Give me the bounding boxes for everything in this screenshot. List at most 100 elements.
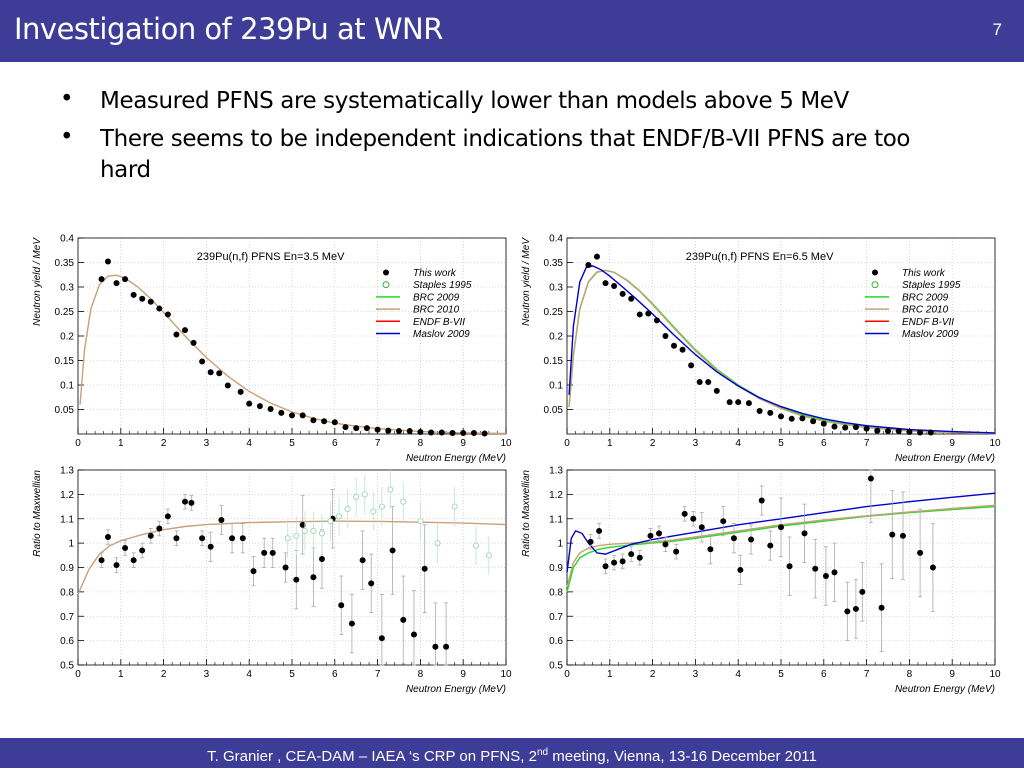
- data-point: [229, 535, 236, 542]
- legend-label: BRC 2009: [413, 292, 460, 303]
- x-tick-label: 0: [75, 438, 81, 449]
- data-point: [756, 407, 763, 414]
- data-point: [481, 430, 488, 437]
- slide-title: Investigation of 239Pu at WNR: [14, 12, 443, 46]
- data-point: [156, 305, 163, 312]
- y-tick-label: 0.05: [55, 405, 75, 416]
- series-line-brc-2010: [566, 504, 996, 588]
- x-tick-label: 1: [607, 669, 613, 680]
- x-tick-label: 9: [949, 669, 955, 680]
- x-tick-label: 4: [246, 438, 252, 449]
- y-tick-label: 0.6: [549, 636, 563, 647]
- staples-point: [344, 505, 351, 512]
- data-point: [199, 535, 206, 542]
- y-tick-label: 0.4: [549, 234, 563, 245]
- y-axis-label: Ratio to Maxwellian: [32, 470, 43, 557]
- data-point: [331, 419, 338, 426]
- data-point: [182, 498, 188, 505]
- data-point: [460, 430, 467, 437]
- data-point: [720, 518, 727, 525]
- data-point: [681, 510, 688, 517]
- data-point: [647, 532, 654, 539]
- y-tick-label: 0.2: [60, 332, 74, 343]
- bullet-dot-icon: •: [60, 86, 74, 112]
- series-line-brc-2010: [77, 520, 507, 595]
- legend-label: ENDF B-VII: [413, 317, 465, 328]
- chart-top-left: 0 1 2 3 4 5 6 7 8 9 10 0.05 0.1 0.15 0.2 0.25 0.3 0.35 0.4…: [32, 234, 512, 465]
- y-tick-label: 0.15: [544, 356, 564, 367]
- x-tick-label: 9: [949, 438, 955, 449]
- y-tick-label: 1.2: [549, 490, 563, 501]
- staples-point: [370, 508, 377, 515]
- data-point: [348, 620, 355, 627]
- bullet-2-text: There seems to be independent indication…: [100, 126, 911, 183]
- data-point: [250, 568, 257, 575]
- data-point: [929, 564, 936, 571]
- data-point: [338, 602, 345, 609]
- legend-label: Staples 1995: [902, 280, 961, 291]
- footer-superscript: nd: [536, 747, 549, 758]
- y-tick-label: 1: [68, 539, 74, 550]
- data-point: [673, 548, 680, 555]
- data-point: [852, 605, 859, 612]
- x-tick-label: 9: [460, 669, 466, 680]
- staples-point: [310, 527, 317, 534]
- data-point: [778, 413, 784, 420]
- y-tick-label: 1: [557, 539, 563, 550]
- data-point: [593, 253, 600, 260]
- data-point: [443, 643, 450, 650]
- data-point: [705, 379, 712, 386]
- data-point: [122, 276, 129, 283]
- y-tick-label: 0.4: [60, 234, 74, 245]
- data-point: [269, 549, 276, 556]
- data-point: [113, 280, 120, 287]
- data-point: [199, 358, 206, 365]
- data-point: [239, 535, 246, 542]
- data-point: [299, 521, 306, 528]
- data-point: [758, 497, 765, 504]
- data-point: [831, 423, 838, 430]
- staples-point: [451, 503, 458, 510]
- data-point: [927, 429, 934, 436]
- y-tick-label: 0.2: [549, 332, 563, 343]
- legend-dot-icon: [872, 269, 878, 276]
- data-point: [363, 425, 370, 432]
- data-point: [767, 542, 774, 549]
- data-point: [173, 331, 180, 338]
- chart-bottom-left: 0 1 2 3 4 5 6 7 8 9 10 0.5 0.6 0.7 0.8 0.9 1 1.1 1.2 1.3 Neu…: [32, 466, 512, 696]
- x-tick-label: 6: [332, 669, 338, 680]
- x-tick-label: 8: [907, 438, 913, 449]
- staples-point: [327, 518, 334, 525]
- data-point: [867, 475, 874, 482]
- data-point: [788, 415, 795, 422]
- data-point: [421, 565, 428, 572]
- y-tick-label: 0.3: [549, 283, 563, 294]
- slide-header: Investigation of 239Pu at WNR 7: [0, 0, 1024, 62]
- y-tick-label: 1.1: [60, 514, 74, 525]
- data-point: [831, 569, 838, 576]
- data-point: [822, 573, 829, 580]
- y-tick-label: 0.1: [549, 381, 563, 392]
- staples-point: [301, 527, 308, 534]
- bullet-1-text: Measured PFNS are systematically lower t…: [100, 88, 849, 114]
- data-point: [182, 327, 188, 334]
- chart-title: 239Pu(n,f) PFNS En=6.5 MeV: [686, 251, 834, 263]
- data-point: [237, 388, 244, 395]
- data-point: [389, 547, 396, 554]
- data-point: [310, 417, 317, 424]
- y-tick-label: 1.2: [60, 490, 74, 501]
- x-tick-label: 8: [907, 669, 913, 680]
- data-point: [218, 516, 225, 523]
- data-point: [428, 429, 435, 436]
- data-point: [696, 379, 703, 386]
- data-point: [147, 532, 154, 539]
- data-point: [104, 534, 111, 541]
- data-point: [698, 524, 705, 531]
- y-tick-label: 1.3: [60, 466, 74, 477]
- x-tick-label: 2: [161, 669, 167, 680]
- data-point: [385, 427, 392, 434]
- data-point: [299, 412, 306, 419]
- data-point: [130, 291, 137, 298]
- x-tick-label: 4: [735, 669, 741, 680]
- data-point: [374, 426, 381, 433]
